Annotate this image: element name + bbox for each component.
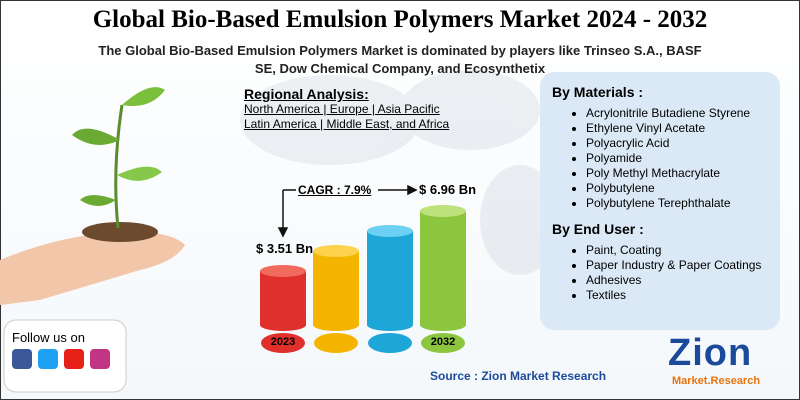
segments-panel: By Materials : Acrylonitrile Butadiene St… [540, 72, 780, 330]
start-year: 2023 [270, 336, 296, 348]
regional-line: Latin America | Middle East, and Africa [244, 117, 450, 131]
start-value: $ 3.51 Bn [256, 241, 314, 256]
segment-item: Polyacrylic Acid [586, 136, 770, 151]
regional-heading: Regional Analysis: [244, 86, 369, 102]
source: Source : Zion Market Research [430, 369, 607, 383]
logo-main: Zion [668, 332, 753, 374]
end-value: $ 6.96 Bn [419, 182, 477, 197]
social-icons[interactable] [12, 349, 110, 369]
segment-item: Textiles [586, 288, 770, 303]
segment-item: Adhesives [586, 273, 770, 288]
end-year: 2032 [430, 336, 456, 348]
segment-list: Paint, CoatingPaper Industry & Paper Coa… [552, 243, 770, 303]
segment-heading: By End User : [552, 221, 644, 237]
follow-label: Follow us on [12, 330, 85, 345]
logo-sub: Market.Research [672, 375, 761, 387]
segment-item: Paper Industry & Paper Coatings [586, 258, 770, 273]
segment-item: Ethylene Vinyl Acetate [586, 121, 770, 136]
segment-item: Polybutylene Terephthalate [586, 196, 770, 211]
arrows [277, 184, 418, 238]
segment-item: Paint, Coating [586, 243, 770, 258]
segment-heading: By Materials : [552, 84, 644, 100]
cylinders [260, 205, 466, 353]
segment-list: Acrylonitrile Butadiene StyreneEthylene … [552, 106, 770, 211]
segment-item: Polybutylene [586, 181, 770, 196]
segment-item: Poly Methyl Methacrylate [586, 166, 770, 181]
title: Global Bio-Based Emulsion Polymers Marke… [92, 6, 708, 33]
subtitle: The Global Bio-Based Emulsion Polymers M… [98, 43, 702, 76]
hand-plant [0, 87, 185, 305]
segment-item: Polyamide [586, 151, 770, 166]
regional-line: North America | Europe | Asia Pacific [244, 102, 440, 116]
cagr: CAGR : 7.9% [298, 183, 372, 197]
segment-item: Acrylonitrile Butadiene Styrene [586, 106, 770, 121]
